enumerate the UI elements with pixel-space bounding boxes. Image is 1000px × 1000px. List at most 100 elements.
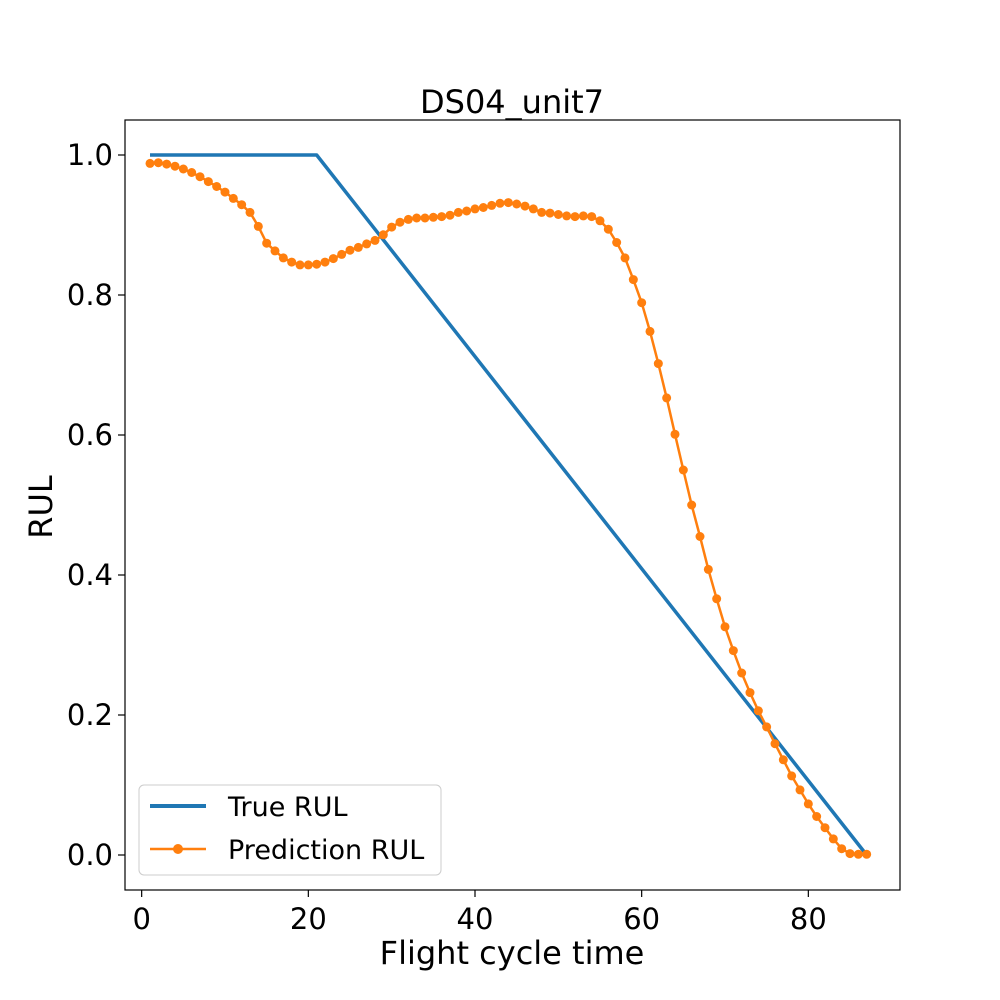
prediction-rul-point xyxy=(295,260,305,270)
prediction-rul-point xyxy=(845,849,855,859)
prediction-rul-point xyxy=(262,238,272,248)
prediction-rul-point xyxy=(570,212,580,222)
true-rul-line xyxy=(150,153,869,857)
y-axis: 0.0 0.2 0.4 0.6 0.8 1.0 xyxy=(67,138,125,872)
prediction-rul-point xyxy=(353,242,363,252)
prediction-rul-point xyxy=(545,208,555,218)
prediction-rul-point xyxy=(837,844,847,854)
prediction-rul-point xyxy=(537,207,547,217)
prediction-rul-point xyxy=(145,158,155,168)
prediction-rul-point xyxy=(803,799,813,809)
prediction-rul-point xyxy=(620,253,630,263)
x-tick-label: 40 xyxy=(457,902,494,936)
prediction-rul-point xyxy=(462,206,472,216)
prediction-rul-point xyxy=(220,187,230,197)
prediction-rul-point xyxy=(637,298,647,308)
prediction-rul-point xyxy=(687,500,697,510)
prediction-rul-point xyxy=(203,177,213,187)
prediction-rul-point xyxy=(778,755,788,765)
prediction-rul-point xyxy=(812,812,822,821)
prediction-rul-point xyxy=(370,235,380,245)
prediction-rul-point xyxy=(228,193,238,203)
prediction-rul-point xyxy=(712,594,722,604)
prediction-rul-point xyxy=(753,706,763,716)
prediction-rul-point xyxy=(612,238,622,247)
prediction-rul-point xyxy=(737,668,747,678)
prediction-rul-point xyxy=(212,182,222,191)
legend-prediction-rul-marker xyxy=(173,844,183,854)
x-axis-title: Flight cycle time xyxy=(380,934,645,972)
y-tick-label: 0.0 xyxy=(67,838,113,872)
prediction-rul-point xyxy=(428,212,438,222)
prediction-rul-point xyxy=(820,823,830,833)
prediction-rul-point xyxy=(703,564,713,574)
prediction-rul-point xyxy=(412,213,422,223)
prediction-rul-point xyxy=(378,230,388,240)
y-tick-label: 1.0 xyxy=(67,138,113,172)
prediction-rul-point xyxy=(862,849,872,859)
prediction-rul-point xyxy=(320,257,330,267)
prediction-rul-point xyxy=(328,254,338,264)
prediction-rul-point xyxy=(587,212,597,222)
prediction-rul-point xyxy=(603,224,613,234)
prediction-rul-point xyxy=(395,217,405,227)
prediction-rul-point xyxy=(278,253,288,263)
prediction-rul-point xyxy=(745,688,755,698)
prediction-rul-point xyxy=(595,216,605,226)
x-axis: 0 20 40 60 80 xyxy=(132,890,827,936)
prediction-rul-point xyxy=(445,210,455,220)
legend: True RUL Prediction RUL xyxy=(138,784,442,876)
prediction-rul-point xyxy=(787,771,797,781)
x-tick-label: 0 xyxy=(132,902,150,936)
prediction-rul-point xyxy=(437,212,447,222)
plot-area xyxy=(145,153,872,859)
y-tick-label: 0.6 xyxy=(67,418,113,452)
x-tick-label: 80 xyxy=(790,902,827,936)
prediction-rul-point xyxy=(628,275,638,285)
prediction-rul-point xyxy=(187,168,197,177)
prediction-rul-point xyxy=(195,172,205,182)
legend-box xyxy=(138,784,442,876)
y-tick-label: 0.2 xyxy=(67,698,113,732)
y-axis-title: RUL xyxy=(22,475,60,539)
prediction-rul-point xyxy=(453,207,463,217)
axes-frame xyxy=(124,119,901,891)
prediction-rul-point xyxy=(770,739,780,749)
prediction-rul-point xyxy=(495,198,505,208)
prediction-rul-point xyxy=(270,246,280,256)
prediction-rul-point xyxy=(362,239,372,249)
y-tick-label: 0.4 xyxy=(67,558,113,592)
prediction-rul-point xyxy=(720,622,730,632)
prediction-rul-point xyxy=(478,203,488,212)
prediction-rul-point xyxy=(678,465,688,475)
prediction-rul-point xyxy=(528,204,538,214)
prediction-rul-point xyxy=(562,211,572,221)
prediction-rul-point xyxy=(653,359,663,369)
prediction-rul-point xyxy=(762,722,772,732)
prediction-rul-point xyxy=(303,260,313,270)
legend-true-rul-label: True RUL xyxy=(227,792,348,823)
prediction-rul-point xyxy=(245,207,255,217)
prediction-rul-point xyxy=(670,429,680,439)
prediction-rul-point xyxy=(828,834,838,844)
legend-prediction-rul-label: Prediction RUL xyxy=(228,835,424,866)
prediction-rul-point xyxy=(403,214,413,224)
prediction-rul-point xyxy=(553,210,563,219)
x-tick-label: 60 xyxy=(623,902,660,936)
prediction-rul-point xyxy=(695,532,705,541)
prediction-rul-point xyxy=(795,785,805,795)
x-tick-label: 20 xyxy=(290,902,327,936)
prediction-rul-point xyxy=(728,646,738,656)
prediction-rul-point xyxy=(578,211,588,221)
prediction-rul-point xyxy=(153,158,163,168)
prediction-rul-point xyxy=(345,245,355,255)
prediction-rul-point xyxy=(253,221,263,231)
prediction-rul-point xyxy=(337,249,347,259)
prediction-rul-point xyxy=(520,201,530,211)
prediction-rul-point xyxy=(512,199,522,209)
prediction-rul-point xyxy=(170,161,180,171)
prediction-rul-point xyxy=(487,200,497,210)
prediction-rul-point xyxy=(645,326,655,336)
prediction-rul-point xyxy=(470,204,480,214)
